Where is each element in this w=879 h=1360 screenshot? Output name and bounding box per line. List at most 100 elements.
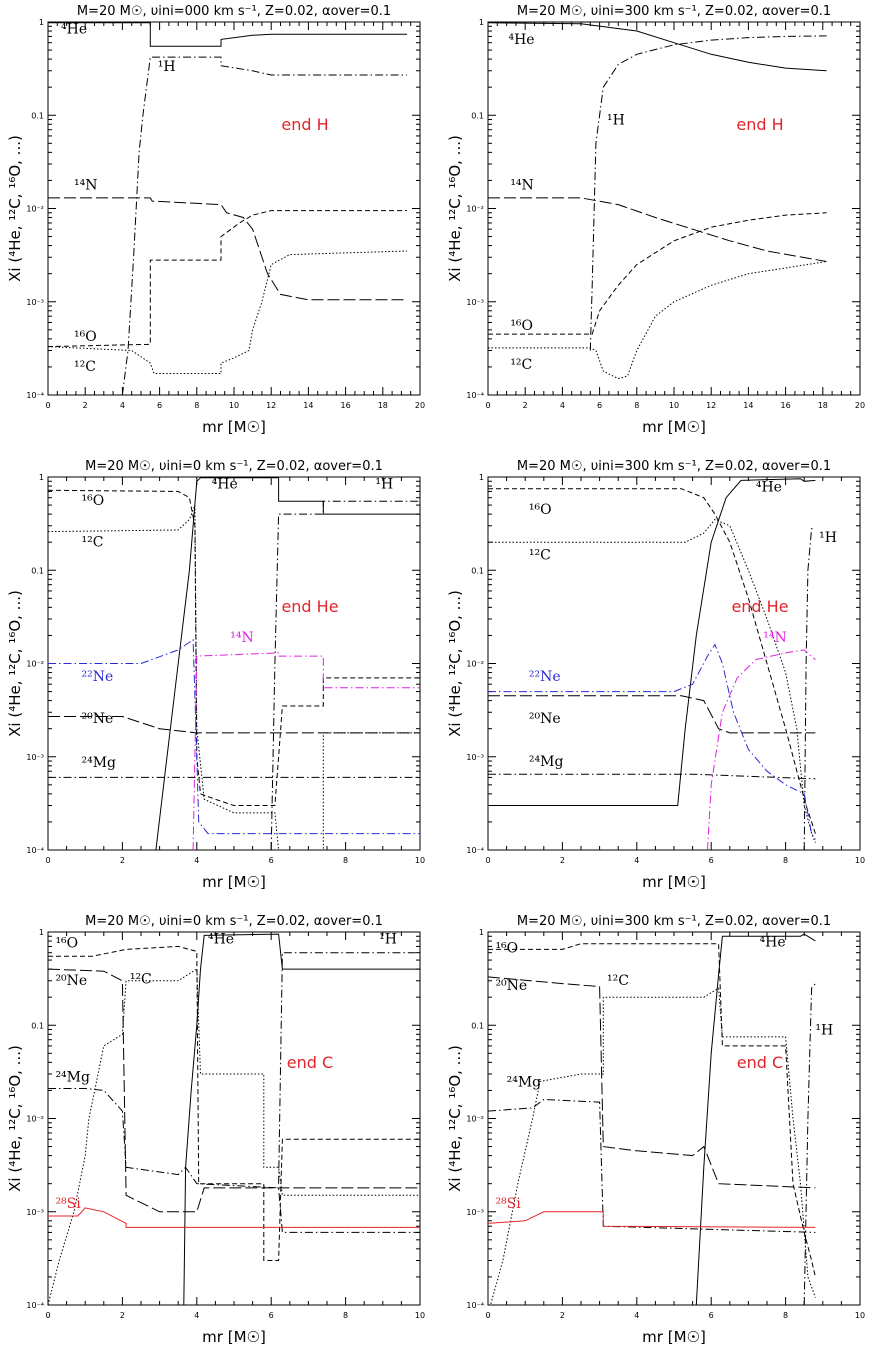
x-tick-label: 6 — [709, 856, 714, 865]
y-axis-label: Xi (⁴He, ¹²C, ¹⁶O, ...) — [6, 135, 24, 282]
x-tick-label: 20 — [415, 401, 425, 410]
y-tick-label: 10⁻⁴ — [26, 1301, 44, 1310]
chart-title: M=20 M☉, υini=0 km s⁻¹, Z=0.02, αover=0.… — [85, 914, 383, 929]
series-line — [48, 968, 420, 1305]
x-tick-label: 6 — [269, 856, 274, 865]
series-label: ²⁸Si — [55, 1196, 81, 1212]
x-axis-label: mr [M☉] — [642, 418, 706, 436]
stage-label: end H — [736, 115, 783, 134]
series-line — [48, 22, 407, 47]
x-tick-label: 2 — [83, 401, 88, 410]
series-line — [488, 1098, 816, 1233]
series-label: ²⁰Ne — [55, 973, 87, 989]
x-tick-label: 10 — [415, 856, 425, 865]
x-tick-label: 16 — [781, 401, 791, 410]
x-axis-label: mr [M☉] — [642, 873, 706, 891]
x-tick-label: 12 — [266, 401, 276, 410]
series-line — [488, 478, 816, 806]
chart-panel: M=20 M☉, υini=300 km s⁻¹, Z=0.02, αover=… — [440, 0, 879, 450]
y-tick-label: 0.1 — [31, 566, 44, 575]
x-tick-label: 0 — [45, 401, 50, 410]
chart-panel: M=20 M☉, υini=0 km s⁻¹, Z=0.02, αover=0.… — [0, 455, 439, 905]
chart-svg: M=20 M☉, υini=300 km s⁻¹, Z=0.02, αover=… — [446, 459, 865, 891]
stage-label: end H — [281, 115, 328, 134]
series-line — [48, 489, 420, 806]
y-tick-label: 10⁻² — [26, 205, 44, 214]
y-tick-label: 10⁻³ — [26, 298, 44, 307]
y-tick-label: 10⁻³ — [26, 753, 44, 762]
x-tick-label: 8 — [783, 856, 788, 865]
chart-title: M=20 M☉, υini=300 km s⁻¹, Z=0.02, αover=… — [517, 459, 831, 474]
series-line — [695, 933, 816, 1305]
x-tick-label: 8 — [634, 401, 639, 410]
chart-svg: M=20 M☉, υini=0 km s⁻¹, Z=0.02, αover=0.… — [6, 459, 425, 891]
x-tick-label: 6 — [269, 1311, 274, 1320]
x-tick-label: 2 — [120, 1311, 125, 1320]
series-line — [48, 504, 420, 850]
series-line — [488, 773, 816, 780]
x-tick-label: 8 — [783, 1311, 788, 1320]
y-tick-label: 1 — [479, 473, 484, 482]
series-label: ¹H — [819, 530, 837, 546]
x-tick-label: 16 — [341, 401, 351, 410]
series-line — [192, 652, 420, 850]
x-tick-label: 4 — [194, 1311, 199, 1320]
x-tick-label: 10 — [855, 1311, 865, 1320]
series-label: ²⁰Ne — [81, 711, 113, 727]
y-axis-label: Xi (⁴He, ¹²C, ¹⁶O, ...) — [446, 135, 464, 282]
series-line — [488, 1211, 816, 1228]
series-line — [488, 943, 816, 1278]
x-tick-label: 18 — [378, 401, 388, 410]
y-tick-label: 1 — [39, 473, 44, 482]
series-line — [48, 638, 420, 835]
y-axis-label: Xi (⁴He, ¹²C, ¹⁶O, ...) — [6, 1045, 24, 1192]
plot-frame — [47, 931, 421, 1306]
y-tick-label: 1 — [479, 928, 484, 937]
x-tick-label: 8 — [343, 856, 348, 865]
x-tick-label: 10 — [229, 401, 239, 410]
x-tick-label: 14 — [743, 401, 753, 410]
series-line — [589, 35, 827, 351]
series-label: ²⁰Ne — [495, 978, 527, 994]
series-label: ¹⁴N — [74, 177, 97, 193]
series-line — [488, 212, 827, 335]
series-line — [48, 968, 420, 1213]
series-label: ¹⁶O — [495, 941, 518, 957]
y-tick-label: 10⁻² — [466, 1115, 484, 1124]
y-tick-label: 10⁻² — [466, 205, 484, 214]
series-line — [48, 1088, 420, 1233]
series-label: ¹⁴N — [230, 630, 253, 646]
series-line — [48, 716, 420, 734]
series-line — [488, 643, 816, 840]
chart-svg: M=20 M☉, υini=300 km s⁻¹, Z=0.02, αover=… — [446, 914, 865, 1346]
x-tick-label: 0 — [485, 1311, 490, 1320]
x-tick-label: 6 — [709, 1311, 714, 1320]
series-line — [489, 987, 816, 1305]
y-axis-label: Xi (⁴He, ¹²C, ¹⁶O, ...) — [6, 590, 24, 737]
stage-label: end He — [731, 597, 788, 616]
x-tick-label: 6 — [157, 401, 162, 410]
series-label: ⁴He — [760, 934, 786, 950]
stage-label: end He — [281, 597, 338, 616]
series-line — [121, 56, 407, 395]
chart-svg: M=20 M☉, υini=0 km s⁻¹, Z=0.02, αover=0.… — [6, 914, 425, 1346]
series-line — [48, 250, 408, 374]
y-tick-label: 10⁻² — [466, 660, 484, 669]
x-tick-label: 4 — [560, 401, 565, 410]
series-line — [803, 528, 816, 850]
series-label: ¹²C — [510, 357, 532, 373]
series-label: ²²Ne — [529, 669, 561, 685]
series-label: ⁴He — [212, 477, 238, 493]
y-axis-label: Xi (⁴He, ¹²C, ¹⁶O, ...) — [446, 590, 464, 737]
series-label: ¹H — [815, 1022, 833, 1038]
x-tick-label: 0 — [45, 856, 50, 865]
x-axis-label: mr [M☉] — [202, 418, 266, 436]
y-tick-label: 10⁻⁴ — [26, 846, 44, 855]
x-tick-label: 4 — [120, 401, 125, 410]
stage-label: end C — [287, 1053, 333, 1072]
series-line — [488, 976, 816, 1189]
series-label: ¹²C — [74, 359, 96, 375]
series-line — [488, 22, 827, 72]
chart-panel: M=20 M☉, υini=0 km s⁻¹, Z=0.02, αover=0.… — [0, 910, 439, 1360]
series-label: ¹⁶O — [510, 318, 533, 334]
